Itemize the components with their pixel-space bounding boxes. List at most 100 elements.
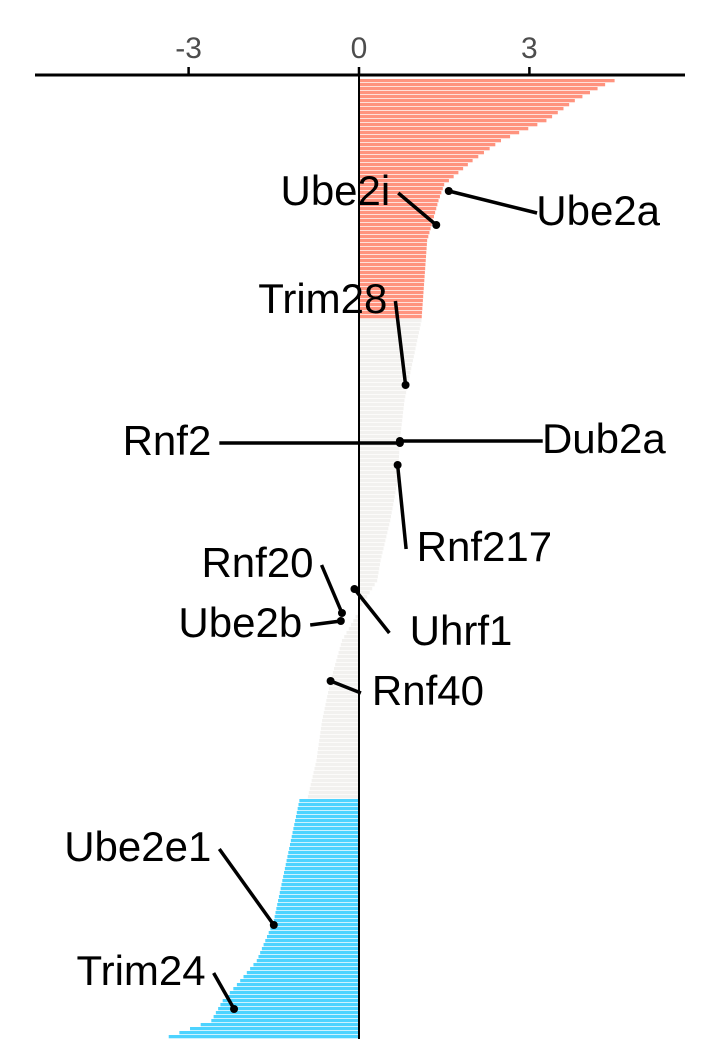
gene-bar	[295, 815, 359, 819]
gene-bar	[332, 671, 359, 675]
gene-bar	[359, 547, 384, 551]
gene-bar	[359, 555, 382, 559]
gene-bar	[359, 199, 439, 203]
gene-bar	[359, 223, 432, 227]
gene-bar	[359, 127, 529, 131]
gene-point	[444, 187, 453, 195]
gene-bar	[359, 595, 368, 599]
gene-bar	[359, 79, 615, 83]
gene-bar	[359, 399, 405, 403]
gene-bar	[359, 439, 400, 443]
gene-bar	[359, 419, 403, 423]
gene-bar	[344, 635, 359, 639]
gene-bar	[341, 639, 359, 643]
gene-bar	[226, 995, 359, 999]
gene-annotation: Rnf40	[326, 667, 484, 714]
gene-bar	[331, 675, 359, 679]
gene-bar	[359, 151, 484, 155]
gene-bar	[359, 259, 426, 263]
gene-bar	[359, 167, 464, 171]
gene-bar	[359, 275, 425, 279]
gene-annotation: Rnf217	[393, 461, 552, 570]
gene-bar	[359, 591, 370, 595]
gene-bar	[359, 487, 397, 491]
gene-bar	[307, 795, 359, 799]
leader-line	[448, 189, 538, 215]
gene-bar	[359, 507, 393, 511]
gene-bar	[359, 287, 424, 291]
gene-bar	[318, 743, 359, 747]
gene-bar	[359, 527, 389, 531]
gene-bar	[299, 799, 359, 803]
gene-bar	[359, 195, 440, 199]
gene-bar	[233, 987, 359, 991]
gene-bar	[359, 475, 398, 479]
gene-point	[432, 221, 441, 229]
gene-bar	[359, 459, 399, 463]
gene-bar	[320, 727, 359, 731]
gene-bar	[250, 967, 359, 971]
gene-bar	[321, 723, 359, 727]
leader-line	[329, 679, 362, 695]
gene-bar	[359, 567, 380, 571]
gene-bar	[359, 291, 424, 295]
gene-bar	[359, 583, 375, 587]
gene-bar	[359, 315, 422, 319]
gene-annotation: Trim24	[77, 947, 239, 1013]
gene-bar	[359, 539, 386, 543]
gene-bar	[359, 179, 449, 183]
gene-bar	[359, 235, 429, 239]
gene-bar	[256, 959, 359, 963]
gene-bar	[359, 535, 387, 539]
gene-bar	[359, 403, 404, 407]
gene-bar	[359, 503, 394, 507]
x-axis-ticks: -3 0 3	[175, 32, 538, 75]
gene-bar	[330, 679, 359, 683]
gene-bar	[335, 663, 359, 667]
gene-bar	[289, 847, 359, 851]
gene-bar	[359, 83, 606, 87]
gene-point	[350, 585, 359, 593]
gene-bar	[213, 1015, 359, 1019]
gene-bar	[346, 631, 359, 635]
gene-bar	[359, 327, 420, 331]
gene-bar	[359, 295, 424, 299]
gene-point	[393, 461, 402, 469]
gene-bar	[326, 699, 359, 703]
gene-bar	[309, 787, 359, 791]
gene-bar	[315, 763, 359, 767]
gene-bar	[359, 543, 385, 547]
x-tick-label: 3	[521, 32, 538, 65]
gene-bar	[338, 651, 359, 655]
gene-bar	[359, 283, 425, 287]
leader-line	[393, 300, 408, 386]
gene-bar	[287, 855, 359, 859]
gene-bar	[359, 299, 423, 303]
gene-bar	[215, 1011, 359, 1015]
gene-point	[269, 921, 278, 929]
gene-bar	[359, 575, 378, 579]
gene-bar	[311, 779, 359, 783]
gene-bar	[359, 383, 408, 387]
gene-bar	[293, 827, 359, 831]
bars-layer	[168, 79, 615, 1039]
gene-bar	[359, 423, 402, 427]
gene-bar	[316, 755, 359, 759]
gene-bar	[359, 355, 414, 359]
gene-bar	[359, 227, 431, 231]
gene-bar	[284, 871, 359, 875]
gene-bar	[359, 455, 399, 459]
gene-bar	[317, 751, 359, 755]
gene-bar	[359, 515, 391, 519]
gene-bar	[359, 303, 423, 307]
gene-bar	[218, 1007, 359, 1011]
gene-bar	[359, 87, 598, 91]
gene-bar	[359, 319, 422, 323]
gene-bar	[168, 1035, 359, 1039]
gene-bar	[359, 163, 468, 167]
gene-point	[336, 617, 345, 625]
gene-bar	[222, 999, 359, 1003]
gene-bar	[359, 551, 383, 555]
gene-bar	[324, 707, 359, 711]
